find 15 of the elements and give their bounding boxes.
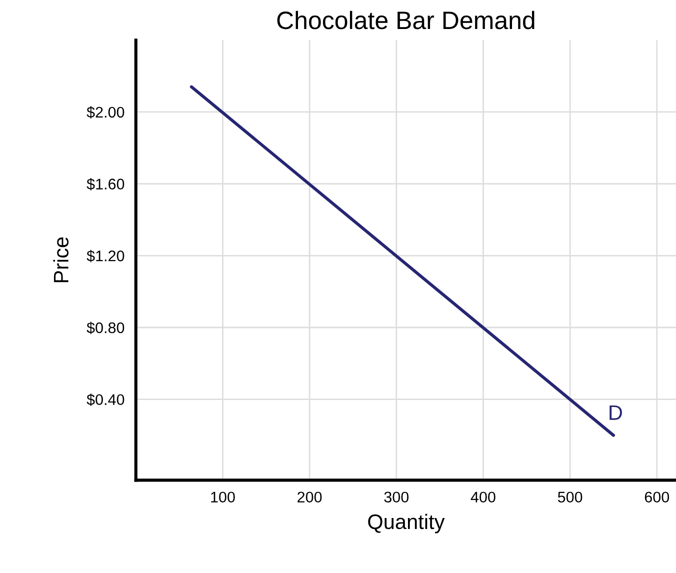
x-tick-label: 100	[211, 492, 235, 503]
x-tick-label: 300	[384, 492, 409, 503]
y-tick-label: $0.80	[86, 322, 124, 334]
x-tick-label: 600	[644, 492, 670, 503]
y-tick-label: $0.40	[86, 394, 124, 406]
chart-title: Chocolate Bar Demand	[277, 10, 534, 30]
x-tick-label: 400	[470, 492, 496, 503]
y-tick-label: $1.60	[86, 178, 124, 190]
y-axis-title: Price	[53, 237, 69, 282]
annotation: D	[610, 406, 622, 420]
x-tick-label: 500	[558, 492, 582, 503]
x-axis-title: Quantity	[368, 514, 445, 534]
x-tick-label: 200	[298, 492, 322, 503]
y-tick-label: $1.20	[86, 250, 124, 262]
y-tick-label: $2.00	[86, 106, 124, 119]
